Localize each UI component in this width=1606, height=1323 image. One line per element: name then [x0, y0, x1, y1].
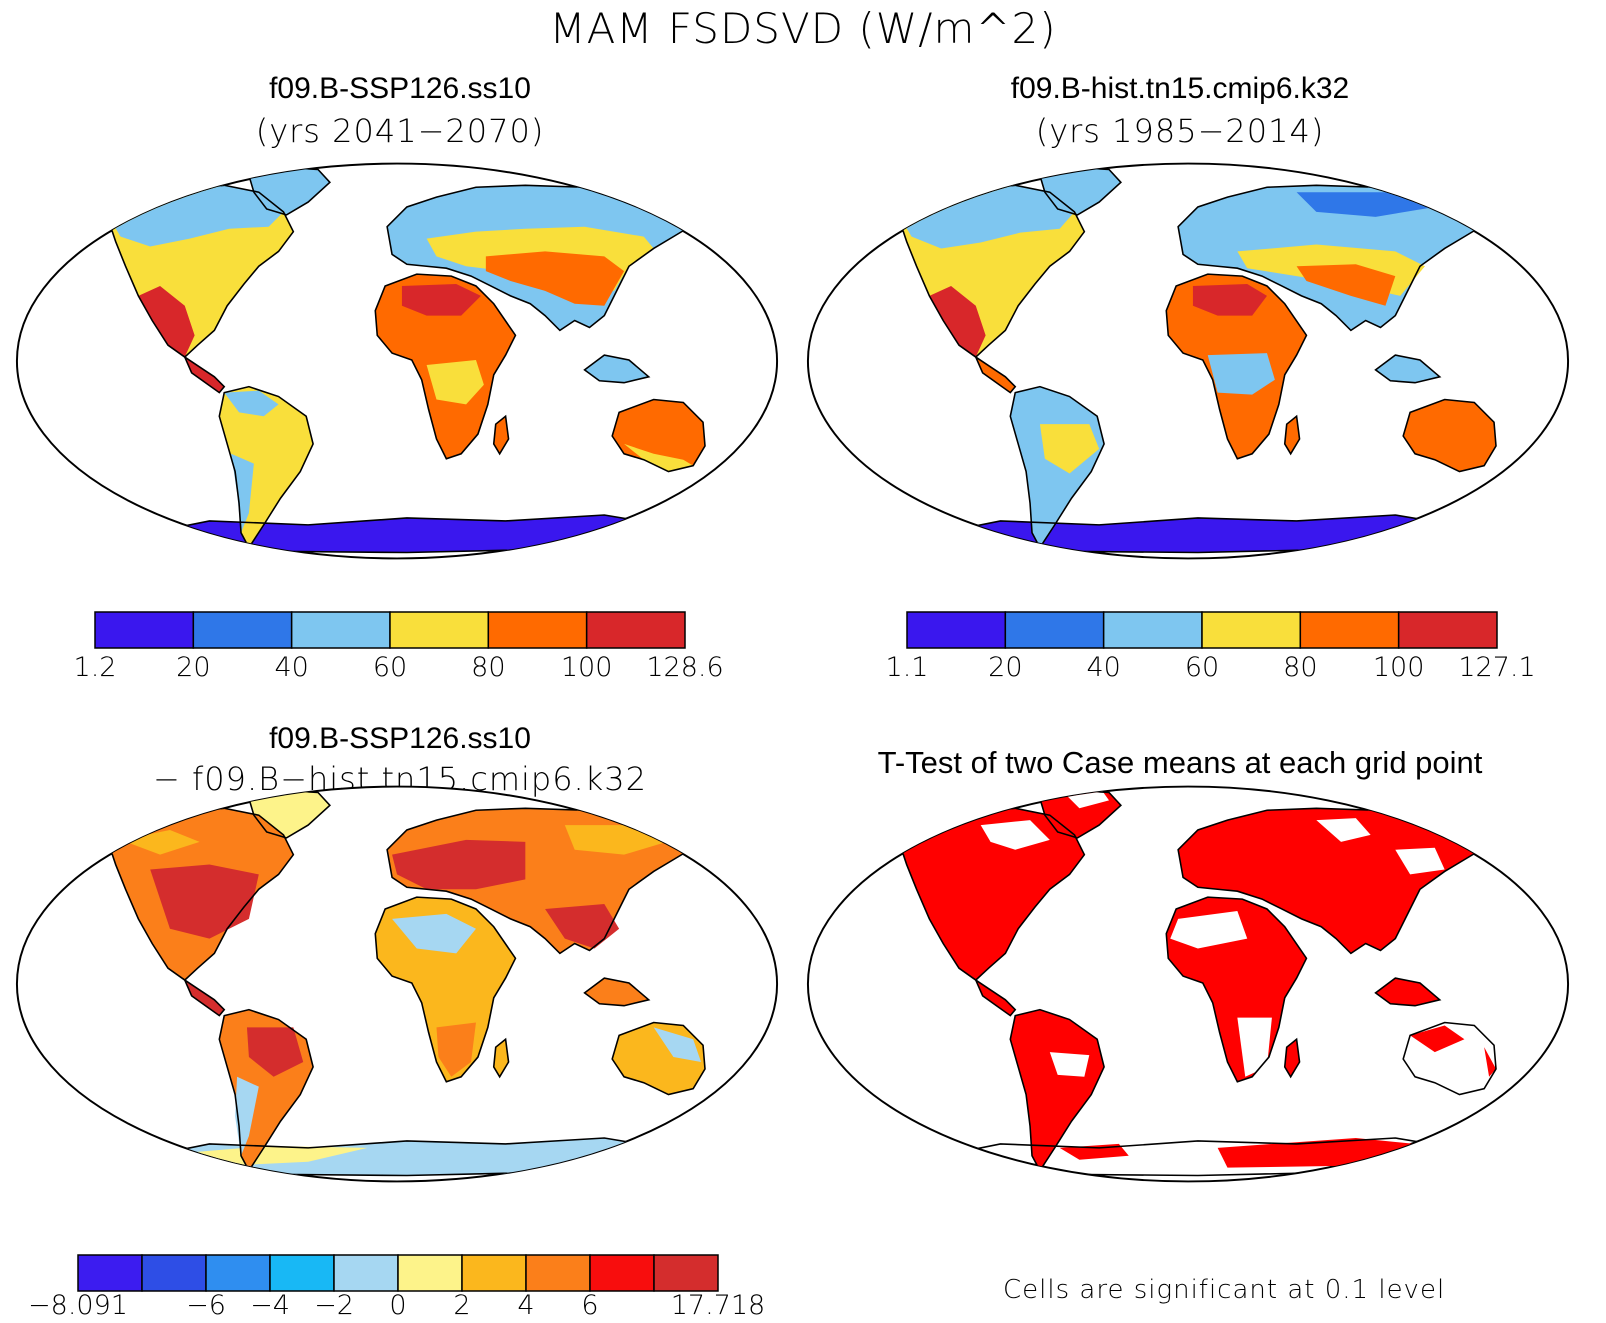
colorbar-tick-label: 1.2 — [73, 652, 117, 683]
colorbar-tick-label: 17.718 — [670, 1290, 766, 1321]
colorbar-tick-label: 80 — [471, 652, 506, 683]
panel4-title: T-Test of two Case means at each grid po… — [877, 745, 1483, 780]
colorbar-tick-label: 128.6 — [646, 652, 724, 683]
colorbar-tick-label: 1.1 — [885, 652, 929, 683]
colorbar-swatch — [1201, 611, 1302, 649]
colorbar-swatch — [1102, 611, 1203, 649]
colorbar-tick-label: 100 — [1372, 652, 1425, 683]
colorbar-labels-panel-3: −8.091 −6 −4 −2 0 2 4 6 17.718 — [28, 1290, 765, 1323]
colorbar-tick-label: 127.1 — [1458, 652, 1536, 683]
colorbar-panel-3 — [77, 1254, 719, 1292]
colorbar-tick-label: 6 — [581, 1290, 599, 1321]
colorbar-tick-label: −8.091 — [28, 1290, 128, 1321]
colorbar-swatch — [397, 1254, 463, 1292]
colorbar-swatch — [585, 611, 686, 649]
colorbar-labels-panel-1: 1.2 20 40 60 80 100 128.6 — [74, 652, 724, 688]
colorbar-tick-label: 20 — [988, 652, 1023, 683]
colorbar-tick-label: 60 — [1184, 652, 1220, 683]
panel1-subtitle: (yrs 2041−2070) — [255, 112, 545, 150]
colorbar-swatch — [141, 1254, 207, 1292]
colorbar-tick-label: 80 — [1283, 652, 1318, 683]
panel2-title: f09.B-hist.tn15.cmip6.k32 — [1010, 72, 1350, 105]
map-panel-3 — [15, 785, 779, 1183]
panel1-title: f09.B-SSP126.ss10 — [269, 72, 531, 105]
colorbar-swatch — [1397, 611, 1498, 649]
colorbar-swatch — [269, 1254, 335, 1292]
colorbar-swatch — [461, 1254, 527, 1292]
map-panel-1 — [15, 162, 779, 560]
colorbar-tick-label: −2 — [314, 1290, 354, 1321]
colorbar-tick-label: 40 — [1086, 652, 1121, 683]
colorbar-panel-2 — [906, 611, 1498, 649]
colorbar-swatch — [589, 1254, 655, 1292]
colorbar-swatch — [205, 1254, 271, 1292]
colorbar-swatch — [525, 1254, 591, 1292]
colorbar-swatch — [77, 1254, 143, 1292]
panel3-title: f09.B-SSP126.ss10 — [269, 722, 531, 755]
colorbar-labels-panel-2: 1.1 20 40 60 80 100 127.1 — [886, 652, 1536, 688]
colorbar-swatch — [487, 611, 588, 649]
map-panel-4 — [806, 785, 1570, 1183]
colorbar-tick-label: 100 — [560, 652, 613, 683]
colorbar-swatch — [389, 611, 490, 649]
colorbar-tick-label: 60 — [372, 652, 408, 683]
colorbar-panel-1 — [94, 611, 686, 649]
colorbar-swatch — [333, 1254, 399, 1292]
colorbar-tick-label: 40 — [274, 652, 309, 683]
colorbar-tick-label: 2 — [453, 1290, 471, 1321]
significance-note: Cells are significant at 0.1 level — [1003, 1275, 1446, 1305]
colorbar-swatch — [906, 611, 1007, 649]
colorbar-swatch — [1299, 611, 1400, 649]
colorbar-swatch — [653, 1254, 719, 1292]
colorbar-swatch — [1004, 611, 1105, 649]
colorbar-tick-label: 20 — [176, 652, 211, 683]
colorbar-tick-label: −4 — [250, 1290, 290, 1321]
colorbar-tick-label: −6 — [186, 1290, 226, 1321]
map-panel-2 — [806, 162, 1570, 560]
colorbar-tick-label: 0 — [389, 1290, 407, 1321]
panel2-subtitle: (yrs 1985−2014) — [1035, 112, 1325, 150]
figure-title: MAM FSDSVD (W/m^2) — [549, 4, 1057, 53]
colorbar-tick-label: 4 — [517, 1290, 535, 1321]
colorbar-swatch — [192, 611, 293, 649]
colorbar-swatch — [290, 611, 391, 649]
colorbar-swatch — [94, 611, 195, 649]
